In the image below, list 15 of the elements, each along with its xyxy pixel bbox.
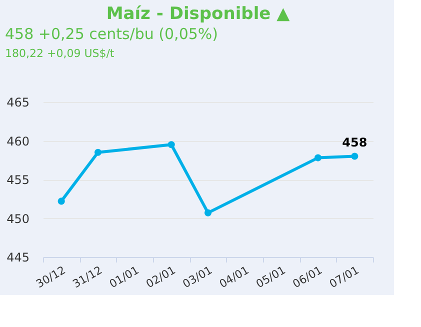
y-tick-label: 445 [6, 250, 30, 264]
text: 180,22 +0,09 US$/t [5, 47, 115, 60]
y-tick-label: 465 [6, 96, 30, 110]
point [58, 198, 65, 205]
chart-subtitle: 458 +0,25 cents/bu (0,05%) [5, 25, 218, 43]
y-tick-label: 460 [6, 134, 30, 148]
data-label: 458 [342, 135, 368, 150]
y-tick-label: 450 [6, 212, 30, 226]
point [351, 152, 358, 160]
point [204, 209, 212, 216]
y-tick-label: 455 [6, 173, 30, 187]
point [168, 141, 175, 148]
point [94, 148, 102, 156]
chart-title: Maíz - Disponible ▲ [106, 4, 291, 24]
point [314, 154, 322, 162]
